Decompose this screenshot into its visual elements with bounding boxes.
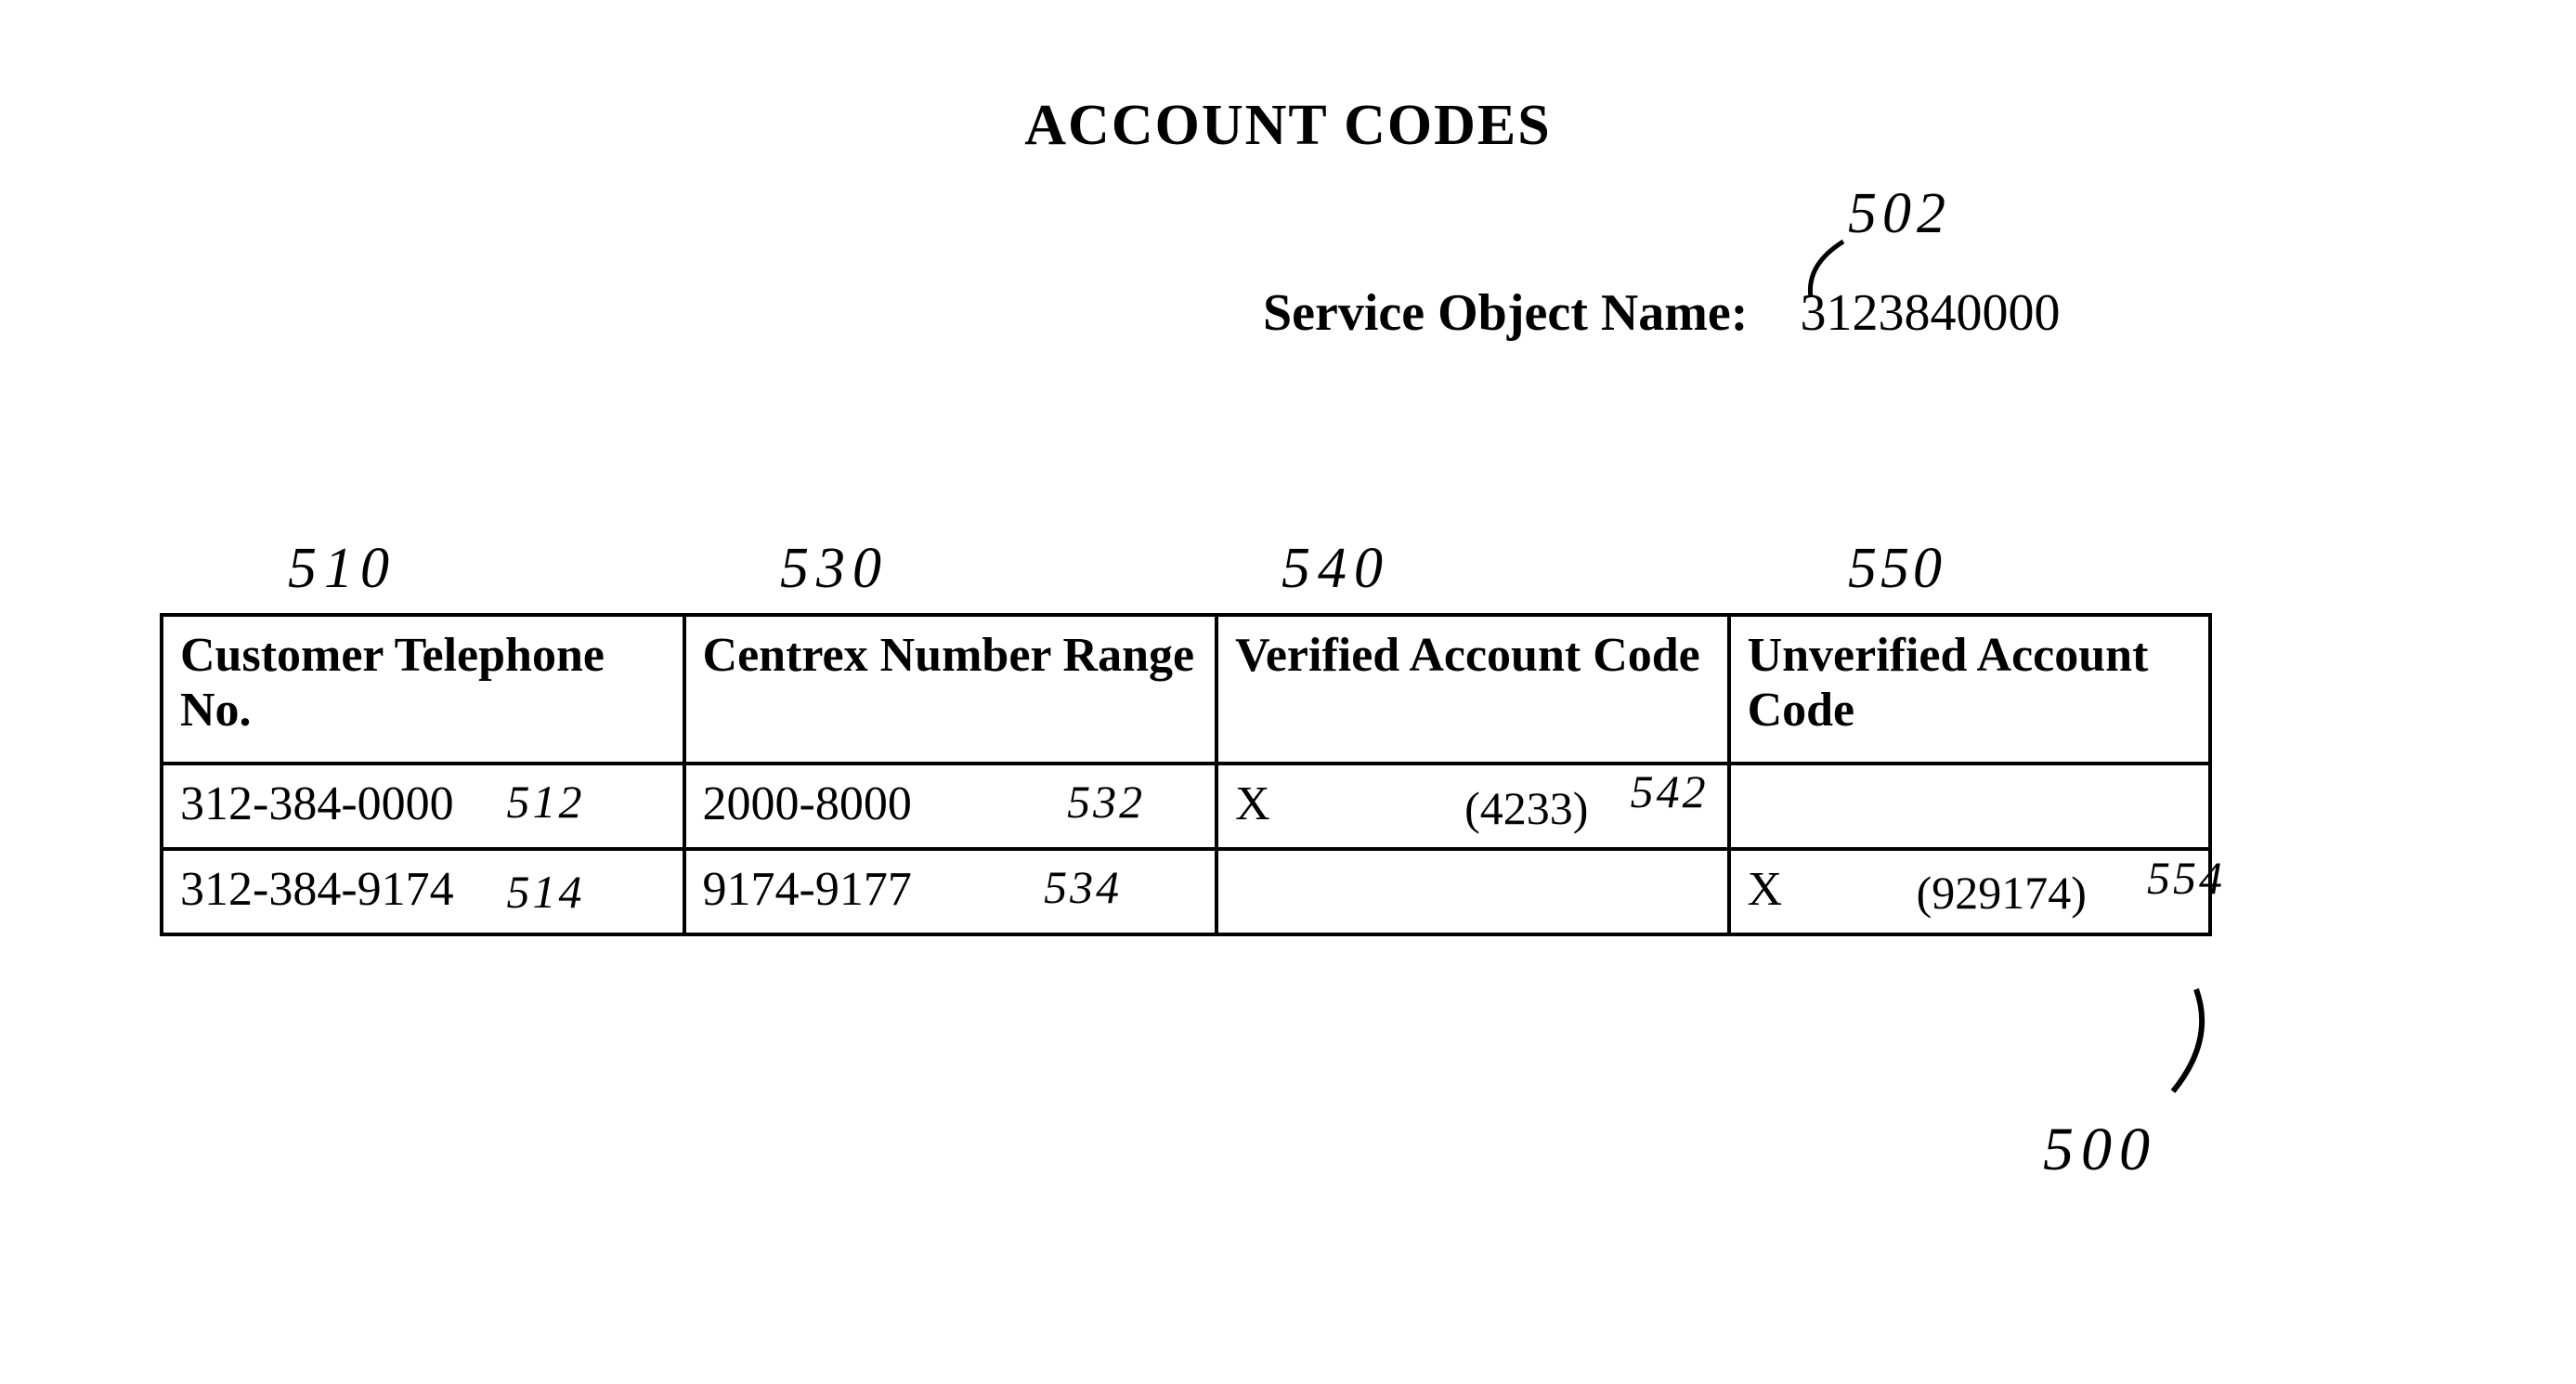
cell-verified — [1216, 849, 1729, 934]
table-row: 312-384-9174 514 9174-9177 534 X (929174… — [162, 849, 2210, 934]
cell-range-note: 532 — [1067, 775, 1145, 829]
cell-range: 9174-9177 534 — [684, 849, 1217, 934]
header-unverified: Unverified Account Code — [1729, 615, 2210, 764]
header-range: Centrex Number Range — [684, 615, 1217, 764]
annotation-500: 500 — [2043, 1115, 2157, 1185]
table-row: 312-384-0000 512 2000-8000 532 X (4233) … — [162, 764, 2210, 849]
cell-unverified-mark: X — [1748, 862, 1783, 917]
header-verified: Verified Account Code — [1216, 615, 1729, 764]
account-codes-table-wrap: Customer Telephone No. Centrex Number Ra… — [160, 613, 2212, 936]
cell-verified-paren: (4233) — [1464, 781, 1588, 835]
cell-verified: X (4233) 542 — [1216, 764, 1729, 849]
service-object-label: Service Object Name: — [1263, 284, 1748, 342]
cell-telephone-value: 312-384-0000 — [180, 777, 454, 831]
annotation-col3: 540 — [1281, 536, 1390, 602]
annotation-500-bracket — [2145, 985, 2219, 1096]
cell-telephone: 312-384-9174 514 — [162, 849, 684, 934]
cell-telephone-note: 514 — [507, 865, 585, 919]
cell-range-note: 534 — [1044, 860, 1122, 914]
cell-telephone-value: 312-384-9174 — [180, 862, 454, 917]
cell-unverified-paren: (929174) — [1917, 866, 2087, 920]
annotation-502: 502 — [1848, 181, 1951, 247]
cell-unverified — [1729, 764, 2210, 849]
table-header-row: Customer Telephone No. Centrex Number Ra… — [162, 615, 2210, 764]
cell-range-value: 2000-8000 — [703, 777, 912, 831]
cell-range: 2000-8000 532 — [684, 764, 1217, 849]
service-object-line: Service Object Name: 3123840000 — [1263, 283, 2060, 343]
account-codes-table: Customer Telephone No. Centrex Number Ra… — [160, 613, 2212, 936]
annotation-col2: 530 — [780, 536, 889, 602]
cell-telephone-note: 512 — [507, 775, 585, 829]
service-object-value: 3123840000 — [1800, 284, 2060, 342]
page-title: ACCOUNT CODES — [1024, 93, 1551, 159]
annotation-col1: 510 — [288, 536, 397, 602]
header-telephone: Customer Telephone No. — [162, 615, 684, 764]
annotation-col4: 550 — [1848, 536, 1945, 602]
cell-range-value: 9174-9177 — [703, 862, 912, 917]
cell-verified-mark: X — [1235, 777, 1270, 831]
cell-telephone: 312-384-0000 512 — [162, 764, 684, 849]
cell-verified-note: 542 — [1631, 764, 1709, 818]
cell-unverified-note: 554 — [2147, 851, 2225, 905]
cell-unverified: X (929174) 554 — [1729, 849, 2210, 934]
